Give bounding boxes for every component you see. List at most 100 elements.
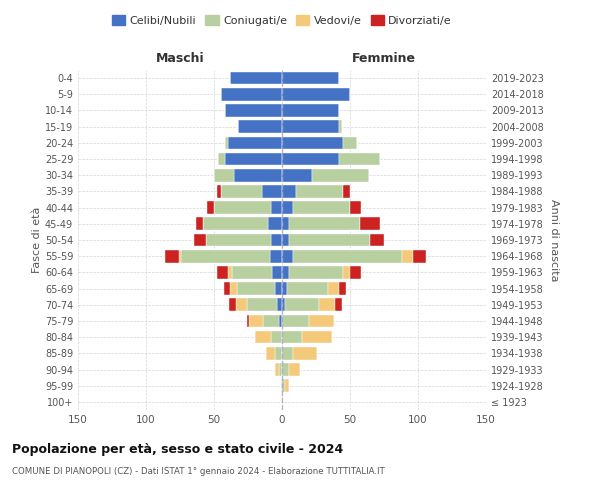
- Bar: [350, 202, 361, 214]
- Bar: [165, 250, 179, 262]
- Bar: [214, 169, 235, 181]
- Bar: [282, 104, 339, 117]
- Bar: [203, 218, 268, 230]
- Bar: [262, 185, 282, 198]
- Bar: [181, 250, 270, 262]
- Bar: [282, 363, 289, 376]
- Legend: Celibi/Nubili, Coniugati/e, Vedovi/e, Divorziati/e: Celibi/Nubili, Coniugati/e, Vedovi/e, Di…: [107, 10, 457, 30]
- Bar: [282, 185, 296, 198]
- Bar: [271, 234, 282, 246]
- Bar: [271, 202, 282, 214]
- Bar: [285, 298, 319, 311]
- Bar: [282, 72, 339, 85]
- Text: Femmine: Femmine: [352, 52, 416, 65]
- Text: COMUNE DI PIANOPOLI (CZ) - Dati ISTAT 1° gennaio 2024 - Elaborazione TUTTITALIA.: COMUNE DI PIANOPOLI (CZ) - Dati ISTAT 1°…: [12, 468, 385, 476]
- Bar: [312, 169, 369, 181]
- Bar: [339, 282, 346, 295]
- Bar: [196, 218, 203, 230]
- Bar: [287, 282, 328, 295]
- Bar: [309, 314, 334, 328]
- Bar: [225, 152, 282, 166]
- Bar: [247, 314, 250, 328]
- Bar: [277, 298, 282, 311]
- Bar: [328, 282, 339, 295]
- Bar: [350, 266, 361, 278]
- Bar: [335, 298, 342, 311]
- Bar: [230, 72, 282, 85]
- Bar: [282, 152, 339, 166]
- Bar: [207, 202, 214, 214]
- Bar: [282, 218, 289, 230]
- Bar: [282, 314, 309, 328]
- Bar: [282, 380, 285, 392]
- Y-axis label: Fasce di età: Fasce di età: [32, 207, 42, 273]
- Bar: [230, 282, 237, 295]
- Y-axis label: Anni di nascita: Anni di nascita: [549, 198, 559, 281]
- Text: Popolazione per età, sesso e stato civile - 2024: Popolazione per età, sesso e stato civil…: [12, 442, 343, 456]
- Bar: [281, 380, 282, 392]
- Bar: [339, 152, 380, 166]
- Bar: [227, 266, 232, 278]
- Bar: [296, 185, 343, 198]
- Bar: [293, 250, 401, 262]
- Bar: [232, 266, 272, 278]
- Bar: [302, 331, 332, 344]
- Bar: [224, 282, 230, 295]
- Bar: [206, 234, 271, 246]
- Bar: [263, 314, 279, 328]
- Bar: [289, 218, 359, 230]
- Bar: [275, 282, 282, 295]
- Bar: [370, 234, 384, 246]
- Bar: [282, 331, 302, 344]
- Bar: [279, 363, 282, 376]
- Bar: [221, 88, 282, 101]
- Bar: [401, 250, 413, 262]
- Bar: [319, 298, 335, 311]
- Bar: [289, 266, 343, 278]
- Bar: [235, 169, 282, 181]
- Bar: [247, 298, 277, 311]
- Bar: [282, 136, 343, 149]
- Bar: [282, 282, 287, 295]
- Bar: [266, 347, 275, 360]
- Text: Maschi: Maschi: [155, 52, 205, 65]
- Bar: [282, 120, 339, 133]
- Bar: [229, 298, 236, 311]
- Bar: [282, 298, 285, 311]
- Bar: [359, 218, 380, 230]
- Bar: [282, 250, 293, 262]
- Bar: [255, 331, 271, 344]
- Bar: [293, 347, 317, 360]
- Bar: [285, 380, 289, 392]
- Bar: [282, 88, 350, 101]
- Bar: [339, 120, 342, 133]
- Bar: [179, 250, 181, 262]
- Bar: [275, 347, 282, 360]
- Bar: [236, 298, 247, 311]
- Bar: [271, 331, 282, 344]
- Bar: [343, 266, 350, 278]
- Bar: [221, 185, 262, 198]
- Bar: [214, 202, 271, 214]
- Bar: [282, 169, 312, 181]
- Bar: [225, 136, 227, 149]
- Bar: [289, 363, 299, 376]
- Bar: [238, 120, 282, 133]
- Bar: [282, 396, 283, 408]
- Bar: [217, 266, 227, 278]
- Bar: [218, 152, 225, 166]
- Bar: [272, 266, 282, 278]
- Bar: [237, 282, 275, 295]
- Bar: [227, 136, 282, 149]
- Bar: [270, 250, 282, 262]
- Bar: [413, 250, 426, 262]
- Bar: [293, 202, 350, 214]
- Bar: [282, 234, 289, 246]
- Bar: [275, 363, 279, 376]
- Bar: [268, 218, 282, 230]
- Bar: [279, 314, 282, 328]
- Bar: [282, 266, 289, 278]
- Bar: [217, 185, 221, 198]
- Bar: [194, 234, 206, 246]
- Bar: [250, 314, 263, 328]
